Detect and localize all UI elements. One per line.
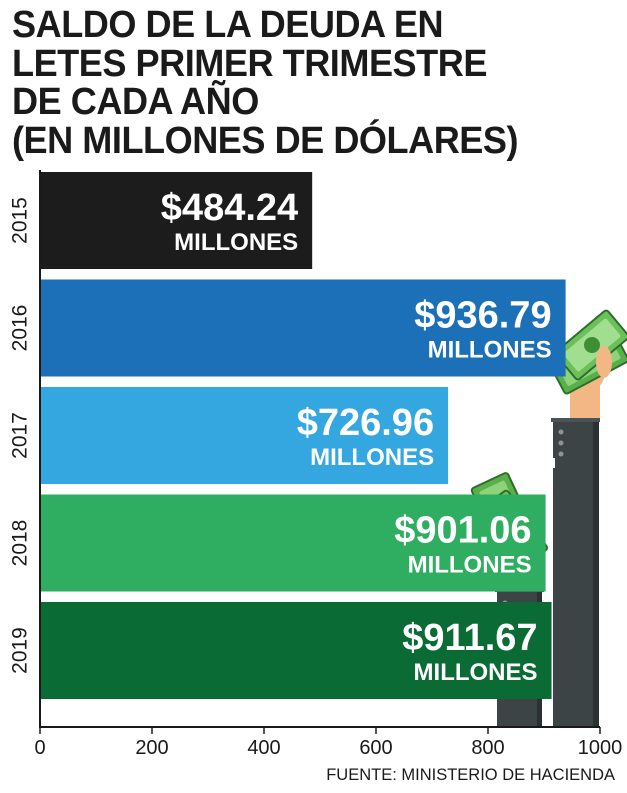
- bar-unit-label-2015: MILLONES: [174, 229, 298, 256]
- category-label-2019: 2019: [9, 627, 32, 674]
- category-label-2018: 2018: [9, 520, 32, 567]
- title-line-1: SALDO DE LA DEUDA EN: [12, 4, 444, 46]
- category-label-2016: 2016: [9, 305, 32, 352]
- category-label-2015: 2015: [9, 197, 32, 244]
- bar-unit-label-2018: MILLONES: [408, 552, 532, 579]
- x-tick-label-1000: 1000: [578, 737, 623, 759]
- title-line-4: (EN MILLONES DE DÓLARES): [12, 119, 519, 162]
- bar-2015: [41, 172, 313, 269]
- x-tick-label-0: 0: [34, 737, 45, 759]
- bar-value-label-2018: $901.06: [394, 510, 531, 552]
- bar-2017: [41, 387, 449, 484]
- x-tick-label-600: 600: [359, 737, 392, 759]
- category-label-2017: 2017: [9, 412, 32, 459]
- bar-unit-label-2016: MILLONES: [428, 337, 552, 364]
- bar-unit-label-2017: MILLONES: [310, 444, 434, 471]
- x-tick-label-200: 200: [135, 737, 168, 759]
- bar-2016: [41, 279, 566, 377]
- title-line-2: LETES PRIMER TRIMESTRE: [12, 42, 487, 85]
- bar-value-label-2019: $911.67: [402, 617, 537, 659]
- x-tick-label-800: 800: [471, 737, 504, 759]
- source-note: FUENTE: MINISTERIO DE HACIENDA: [326, 766, 615, 784]
- bar-value-label-2017: $726.96: [297, 402, 434, 444]
- chart-title: SALDO DE LA DEUDA EN LETES PRIMER TRIMES…: [12, 6, 582, 160]
- bar-unit-label-2019: MILLONES: [414, 659, 538, 686]
- x-tick-label-400: 400: [247, 737, 280, 759]
- bar-value-label-2016: $936.79: [414, 295, 551, 337]
- bar-2018: [41, 494, 546, 592]
- title-line-3: DE CADA AÑO: [12, 81, 259, 123]
- bar-value-label-2015: $484.24: [161, 187, 298, 229]
- bar-2019: [41, 602, 552, 699]
